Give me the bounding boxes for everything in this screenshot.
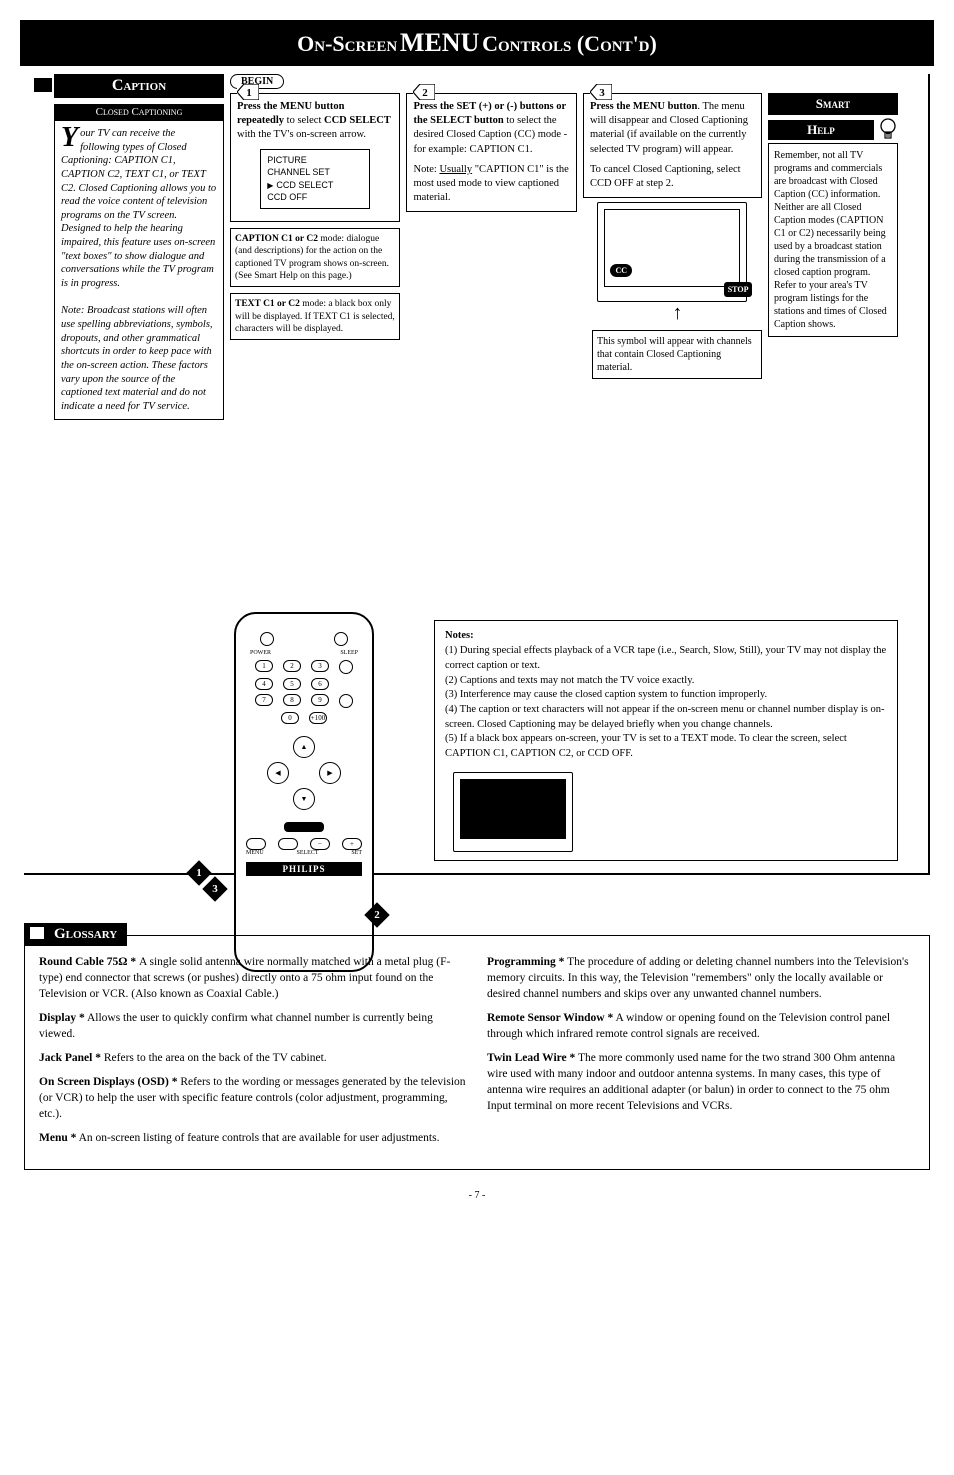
display-button [339,660,353,674]
menu-label: MENU [246,850,264,856]
caption-sidebar: Caption Closed Captioning Y our TV can r… [54,74,224,420]
step-2-note: Note: Usually "CAPTION C1" is the most u… [413,163,569,206]
note-5: (5) If a black box appears on-screen, yo… [445,732,887,761]
osd-ccd-off: CCD OFF [267,191,363,204]
btn-5: 5 [283,678,301,690]
step-3-icon: 3 [590,84,612,100]
osd-picture: PICTURE [267,154,363,167]
header-mid: MENU [400,28,479,57]
ch-up: ▲ [293,736,315,758]
notes-tv-illustration [453,772,573,852]
btn-7: 7 [255,694,273,706]
menu-button [246,838,266,850]
caption-body: Y our TV can receive the following types… [54,120,224,420]
glossary-box: Glossary Round Cable 75Ω * A single soli… [24,935,930,1170]
atch-button [339,694,353,708]
notes-box: Notes: (1) During special effects playba… [434,620,898,860]
btn-0: 0 [281,712,299,724]
step-2-icon: 2 [413,84,435,100]
step-1-icon: 1 [237,84,259,100]
step-3-text: Press the MENU button. The menu will dis… [590,100,755,157]
step-3-box: 3 Press the MENU button. The menu will d… [583,93,762,198]
power-button [260,632,274,646]
content-frame: Caption Closed Captioning Y our TV can r… [24,74,930,875]
step-2-box: 2 Press the SET (+) or (-) buttons or th… [406,93,576,212]
btn-100: +100 [309,712,327,724]
cc-icon: CC [610,264,632,277]
glossary-right: Programming * The procedure of adding or… [487,954,915,1155]
glossary-left: Round Cable 75Ω * A single solid antenna… [39,954,467,1155]
notes-title: Notes: [445,630,474,641]
tv-illustration: CC STOP ↑ [597,202,747,302]
header-right: Controls (Cont'd) [482,31,657,56]
callout-3: 3 [202,877,227,902]
select-button [278,838,298,850]
step-1-sub1: CAPTION C1 or C2 mode: dialogue (and des… [230,228,400,287]
btn-8: 8 [283,694,301,706]
note-3: (3) Interference may cause the closed ca… [445,688,887,703]
note-4: (4) The caption or text characters will … [445,703,887,732]
osd-menu: PICTURE CHANNEL SET CCD SELECT CCD OFF [260,149,370,209]
osd-ccd-select: CCD SELECT [267,179,363,192]
note-1: (1) During special effects playback of a… [445,644,887,673]
bulb-icon [878,117,898,143]
caption-subtitle: Closed Captioning [54,104,224,120]
smart-help-sidebar: Smart Help Remember, not all TV programs… [768,93,898,337]
btn-2: 2 [283,660,301,672]
ir-window [284,822,324,832]
stop-icon: STOP [724,282,753,297]
caption-title: Caption [54,74,224,98]
ch-down: ▼ [293,788,315,810]
svg-text:1: 1 [246,87,252,99]
dropcap: Y [61,127,80,149]
caption-text-2: Note: Broadcast stations will often use … [61,305,213,411]
btn-4: 4 [255,678,273,690]
set-label: SET [351,850,362,856]
osd-channel: CHANNEL SET [267,166,363,179]
symbol-note: This symbol will appear with channels th… [592,330,762,379]
remote-illustration: POWER SLEEP 123 456 789 0 +100 ▲ ▼ ◀ ▶ − +… [234,612,374,972]
sleep-label: SLEEP [340,650,358,656]
step-1-box: 1 Press the MENU button repeatedly to se… [230,93,400,222]
select-label: SELECT [297,850,319,856]
step-1-text: Press the MENU button repeatedly to sele… [237,100,393,143]
glossary-title: Glossary [24,923,127,946]
vol-up: ▶ [319,762,341,784]
sleep-button [334,632,348,646]
vol-down: ◀ [267,762,289,784]
svg-text:2: 2 [423,87,429,99]
header-left: On-Screen [297,31,397,56]
help-label: Help [768,120,874,140]
nav-cluster: ▲ ▼ ◀ ▶ [269,738,339,808]
note-2: (2) Captions and texts may not match the… [445,674,887,689]
step-3-cancel: To cancel Closed Captioning, select CCD … [590,163,755,191]
caption-text-1: our TV can receive the following types o… [61,128,216,289]
set-plus: + [342,838,362,850]
page-header: On-Screen MENU Controls (Cont'd) [20,20,934,66]
brand-bar: PHILIPS [246,862,362,876]
arrow-icon: ↑ [672,302,682,325]
step-2-text: Press the SET (+) or (-) buttons or the … [413,100,569,157]
smart-body: Remember, not all TV programs and commer… [768,143,898,337]
set-minus: − [310,838,330,850]
btn-6: 6 [311,678,329,690]
page-number: - 7 - [0,1190,954,1201]
btn-3: 3 [311,660,329,672]
power-label: POWER [250,650,271,656]
step-1-sub2: TEXT C1 or C2 mode: a black box only wil… [230,293,400,340]
svg-text:3: 3 [599,87,605,99]
btn-1: 1 [255,660,273,672]
smart-title: Smart [768,93,898,115]
btn-9: 9 [311,694,329,706]
